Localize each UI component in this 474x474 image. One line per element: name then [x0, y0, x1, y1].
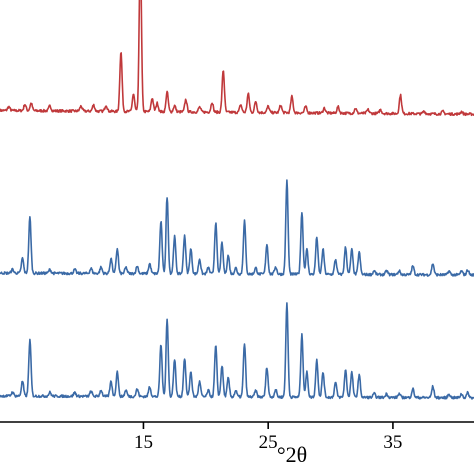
- x-axis-label: °2θ: [277, 442, 307, 467]
- series-line-3: [0, 302, 474, 400]
- tick-layer: 15 25 35: [134, 422, 402, 453]
- x-tick-label-25: 25: [259, 432, 278, 453]
- x-tick-label-35: 35: [383, 432, 402, 453]
- series-line-1: [0, 0, 474, 117]
- series-layer: [0, 0, 474, 400]
- series-line-2: [0, 179, 474, 277]
- x-tick-label-15: 15: [134, 432, 153, 453]
